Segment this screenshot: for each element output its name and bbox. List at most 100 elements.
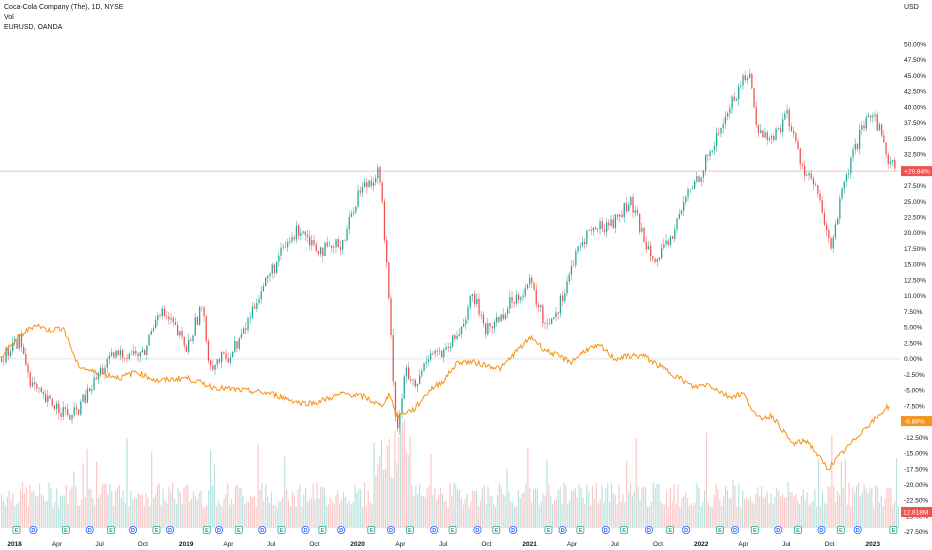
earnings-event-icon[interactable]: E [576,526,585,535]
volume-bar [764,494,766,528]
dividend-event-icon[interactable]: D [430,526,439,535]
dividend-event-icon[interactable]: D [337,526,346,535]
dividend-event-icon[interactable]: D [682,526,691,535]
earnings-event-icon[interactable]: E [794,526,802,535]
earnings-event-icon[interactable]: E [544,526,553,535]
earnings-event-icon[interactable]: E [492,526,501,535]
dividend-event-icon[interactable]: D [387,526,396,535]
candle-body [619,214,621,217]
dividend-event-icon[interactable]: D [645,526,654,535]
volume-bar [134,497,136,528]
compare-line [0,323,890,470]
candle-body [722,124,724,128]
event-shape [576,526,585,534]
earnings-event-icon[interactable]: E [448,526,457,535]
volume-bar [474,490,476,528]
candle-body [535,289,537,305]
volume-bar [802,489,804,528]
dividend-event-icon[interactable]: D [774,526,783,535]
y-axis[interactable]: 50.00% 47.50% 45.00% 42.50% 40.00% 37.50% 35.0… [904,41,928,536]
candle-body [240,333,243,339]
dividend-event-icon[interactable]: D [853,526,862,535]
earnings-event-icon[interactable]: E [620,526,629,535]
y-tick-label: -17.50% [904,466,928,473]
volume-bar [620,502,622,528]
event-label: E [280,528,284,534]
earnings-event-icon[interactable]: E [318,526,327,535]
x-axis[interactable]: 2018 Apr Jul Oct 2019 Apr Jul Oct 2020 Apr Jul Oct 2… [7,541,880,548]
earnings-event-icon[interactable]: E [61,526,70,535]
earnings-event-icon[interactable]: E [12,526,21,535]
dividend-event-icon[interactable]: D [509,526,518,535]
dividend-event-icon[interactable]: D [731,526,740,535]
dividend-event-icon[interactable]: D [258,526,267,535]
candle-body [806,175,808,176]
earnings-event-icon[interactable]: E [405,526,414,535]
dividend-event-icon[interactable]: D [85,526,94,535]
candle-body [368,180,370,188]
earnings-event-icon[interactable]: E [234,526,243,535]
candle-body [271,264,273,274]
dividend-event-icon[interactable]: D [601,526,610,535]
earnings-event-icon[interactable]: E [152,526,161,535]
legend-compare-series[interactable]: EURUSD, OANDA [4,24,63,31]
volume-bar [696,483,698,528]
y-tick-label: 22.50% [904,215,926,222]
volume-bar [382,470,385,528]
candle-body [799,148,801,165]
candle-body [75,407,78,410]
candle-body [485,323,487,335]
volume-bar [673,484,675,528]
candle-body [445,347,447,350]
dividend-event-icon[interactable]: D [817,526,826,535]
dividend-event-icon[interactable]: D [473,526,482,535]
candle-body [172,318,174,323]
candle-body [265,278,267,286]
volume-bar [612,493,614,528]
volume-bar [56,488,58,528]
candle-body [889,161,892,164]
earnings-event-icon[interactable]: E [666,526,675,535]
volume-bar [818,459,820,528]
dividend-event-icon[interactable]: D [29,526,38,535]
event-shape [544,526,553,534]
earnings-event-icon[interactable]: E [889,526,898,535]
candle-body [777,127,779,129]
legend-volume[interactable]: Vol [4,14,14,21]
earnings-event-icon[interactable]: E [277,526,286,535]
candle-body [766,132,768,140]
volume-bar [844,459,846,528]
volume-bar [745,497,747,528]
dividend-event-icon[interactable]: D [166,526,175,535]
volume-bar [73,471,75,528]
event-shape [731,526,740,535]
dividend-event-icon[interactable]: D [558,526,567,535]
earnings-event-icon[interactable]: E [750,526,759,535]
volume-bars [1,419,899,528]
candle-body [183,336,185,346]
currency-label[interactable]: USD [904,4,919,11]
earnings-event-icon[interactable]: E [107,526,115,535]
earnings-event-icon[interactable]: E [202,526,211,535]
volume-bar [238,488,240,528]
dividend-event-icon[interactable]: D [129,526,138,535]
earnings-event-icon[interactable]: E [836,526,845,535]
candle-body [751,73,753,89]
volume-bar [711,507,713,528]
earnings-event-icon[interactable]: E [716,526,724,535]
volume-bar [878,502,880,528]
candle-body [234,341,236,352]
volume-bar [430,453,432,528]
volume-bar [616,504,618,528]
volume-bar [181,503,183,528]
x-tick-label: Jul [611,541,620,548]
candle-body [656,259,658,262]
dividend-event-icon[interactable]: D [215,526,224,535]
candle-body [680,210,683,215]
dividend-event-icon[interactable]: D [301,526,310,535]
legend-main-series[interactable]: Coca-Cola Company (The), 1D, NYSE [4,4,124,11]
candle-body [148,334,150,346]
earnings-event-icon[interactable]: E [367,526,376,535]
